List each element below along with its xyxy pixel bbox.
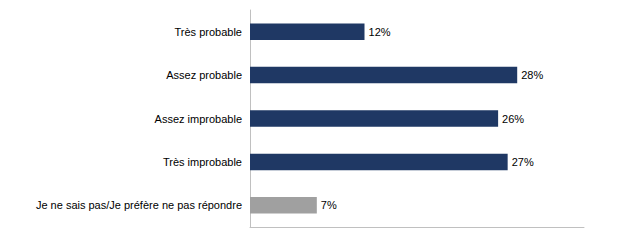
svg-text:Très improbable: Très improbable — [163, 156, 242, 168]
svg-text:12%: 12% — [369, 26, 391, 38]
svg-text:Assez improbable: Assez improbable — [155, 113, 242, 125]
svg-text:27%: 27% — [512, 156, 534, 168]
svg-text:28%: 28% — [521, 69, 543, 81]
svg-text:26%: 26% — [502, 113, 524, 125]
svg-text:Assez probable: Assez probable — [166, 69, 242, 81]
svg-text:7%: 7% — [321, 199, 337, 211]
svg-text:Je ne sais pas/Je préfère ne p: Je ne sais pas/Je préfère ne pas répondr… — [36, 199, 242, 211]
svg-text:Très probable: Très probable — [175, 26, 242, 38]
